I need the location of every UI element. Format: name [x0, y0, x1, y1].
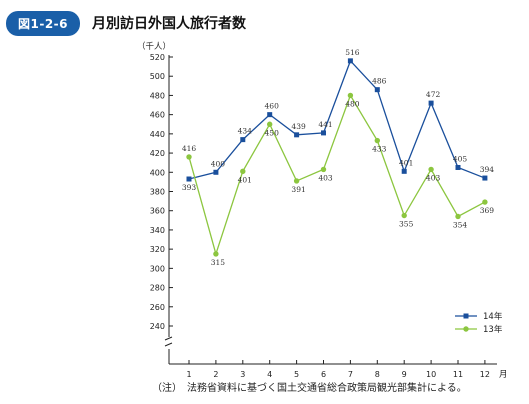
data-label: 403 — [426, 173, 441, 182]
data-point-circle — [482, 199, 488, 205]
data-label: 354 — [453, 220, 468, 229]
figure-header: 図1-2-6 月別訪日外国人旅行者数 — [6, 10, 246, 36]
data-label: 405 — [453, 154, 468, 163]
data-label: 441 — [318, 120, 332, 129]
data-point-circle — [428, 166, 434, 173]
x-tick-label: 7 — [348, 370, 353, 379]
data-label: 472 — [426, 90, 441, 99]
data-point-square — [294, 132, 300, 138]
x-tick-label: 11 — [453, 370, 463, 379]
data-label: 403 — [318, 173, 333, 182]
data-label: 434 — [238, 127, 253, 136]
data-label: 480 — [345, 99, 360, 108]
data-label: 369 — [480, 206, 495, 215]
y-tick-label: 360 — [150, 207, 165, 216]
x-tick-label: 1 — [186, 370, 191, 379]
series-line-1 — [188, 93, 486, 257]
series-line-0 — [188, 59, 486, 180]
data-label: 315 — [211, 258, 226, 267]
data-point-circle — [347, 92, 354, 99]
y-tick-label: 240 — [150, 322, 165, 331]
y-tick-label: 440 — [150, 130, 165, 139]
data-point-circle — [293, 178, 300, 184]
chart-data-labels: 393 400 434 460 439 441 516 486 401 472 405 394 416 3… — [182, 48, 494, 267]
data-point-square — [401, 168, 407, 174]
data-point-circle — [320, 166, 327, 173]
x-tick-label: 5 — [294, 370, 299, 379]
chart-ticks: （千人） 240 260 280 300 320 340 360 380 400 420 440 460… — [137, 41, 508, 380]
data-point-square — [213, 169, 219, 175]
data-label: 416 — [182, 144, 197, 153]
y-tick-label: 280 — [150, 284, 165, 293]
figure-number-badge: 図1-2-6 — [6, 10, 81, 36]
x-unit-label: 月 — [499, 370, 508, 380]
chart-series — [186, 58, 488, 257]
data-point-square — [374, 87, 380, 93]
legend-marker-square — [463, 313, 469, 319]
y-unit-label: （千人） — [137, 41, 171, 52]
y-tick-label: 300 — [150, 264, 165, 273]
data-point-square — [240, 137, 246, 143]
data-point-circle — [186, 154, 192, 160]
legend-marker-circle — [463, 326, 469, 332]
source-note: （注） 法務省資料に基づく国土交通省総合政策局観光部集計による。 — [152, 383, 467, 394]
data-point-square — [455, 164, 461, 170]
data-point-square — [428, 100, 434, 106]
y-tick-label: 320 — [150, 245, 165, 254]
data-label: 355 — [399, 220, 414, 229]
data-point-square — [347, 58, 353, 64]
data-label: 433 — [372, 145, 387, 154]
data-label: 439 — [291, 122, 306, 131]
y-tick-label: 460 — [150, 111, 165, 120]
axis-break-mark — [164, 336, 173, 347]
x-tick-label: 8 — [375, 370, 380, 379]
data-label: 460 — [265, 102, 280, 111]
y-tick-label: 400 — [150, 168, 165, 177]
data-label: 391 — [291, 185, 305, 194]
y-tick-label: 500 — [150, 72, 165, 81]
data-point-square — [186, 176, 192, 182]
data-point-circle — [455, 213, 461, 220]
y-tick-label: 420 — [150, 149, 165, 158]
x-tick-label: 6 — [321, 370, 326, 379]
data-point-square — [321, 130, 326, 136]
data-point-circle — [267, 121, 273, 127]
y-tick-label: 480 — [150, 91, 165, 100]
chart-axes — [164, 55, 497, 365]
data-label: 401 — [238, 175, 252, 184]
x-tick-label: 12 — [480, 370, 490, 379]
y-tick-label: 340 — [150, 226, 165, 235]
data-label: 400 — [211, 159, 226, 168]
data-label: 486 — [372, 77, 387, 86]
y-tick-label: 520 — [150, 53, 165, 62]
data-point-circle — [240, 168, 246, 175]
x-tick-label: 4 — [267, 370, 272, 379]
legend-label: 14年 — [483, 311, 503, 322]
y-tick-label: 380 — [150, 188, 165, 197]
data-point-circle — [213, 251, 219, 257]
x-tick-label: 10 — [426, 370, 436, 379]
data-point-square — [267, 112, 273, 118]
data-label: 450 — [265, 128, 280, 137]
data-label: 401 — [399, 158, 413, 167]
x-tick-label: 3 — [240, 370, 245, 379]
data-point-circle — [374, 137, 380, 144]
data-label: 394 — [480, 165, 495, 174]
figure-title: 月別訪日外国人旅行者数 — [92, 16, 247, 32]
data-label: 516 — [345, 48, 360, 57]
x-tick-label: 2 — [213, 370, 218, 379]
data-point-square — [482, 175, 488, 181]
x-tick-label: 9 — [402, 370, 407, 379]
legend-label: 13年 — [483, 324, 503, 335]
y-tick-label: 260 — [150, 303, 165, 312]
data-point-circle — [401, 212, 407, 219]
data-label: 393 — [182, 183, 197, 192]
